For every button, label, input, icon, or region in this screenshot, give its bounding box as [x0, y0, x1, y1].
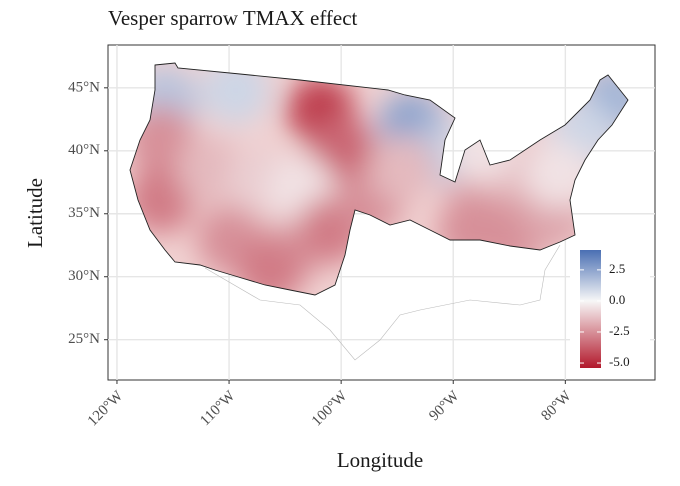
x-tick-label: 80°W [538, 387, 575, 424]
border-line [204, 244, 561, 361]
effect-cell [176, 135, 245, 204]
y-tick-label: 25°N [68, 331, 100, 347]
y-tick-label: 30°N [68, 268, 100, 284]
chart-title: Vesper sparrow TMAX effect [108, 6, 358, 30]
y-tick-label: 40°N [68, 142, 100, 158]
y-tick-label: 45°N [68, 79, 100, 95]
x-tick-label: 120°W [85, 387, 127, 429]
colorbar-label: -5.0 [609, 354, 630, 369]
x-tick-label: 110°W [197, 387, 239, 429]
colorbar-label: 2.5 [609, 261, 625, 276]
colorbar-label: 0.0 [609, 292, 625, 307]
x-tick-label: 90°W [426, 387, 463, 424]
x-axis-label: Longitude [337, 448, 423, 472]
colorbar [580, 250, 601, 368]
colorbar-label: -2.5 [609, 323, 630, 338]
effect-cell [367, 135, 436, 204]
y-tick-label: 35°N [68, 205, 100, 221]
x-tick-label: 100°W [309, 387, 351, 429]
y-axis-label: Latitude [23, 178, 47, 248]
